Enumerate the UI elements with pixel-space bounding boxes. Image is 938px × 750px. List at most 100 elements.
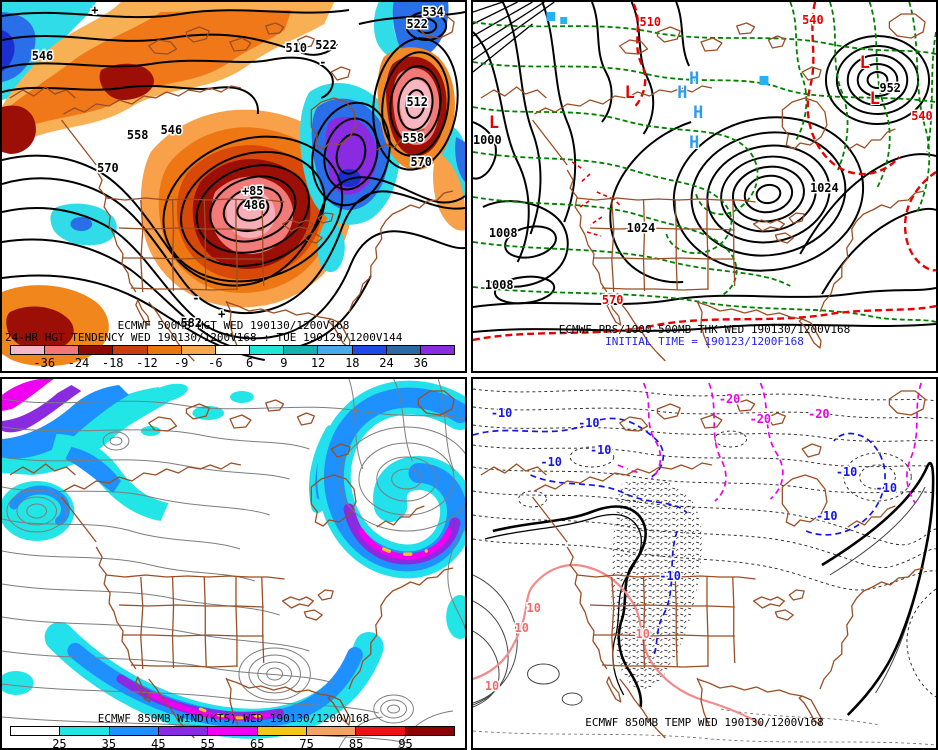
high-symbol: H <box>689 68 699 88</box>
contour-label: 1000 <box>473 133 502 147</box>
tendency-colorbar: -36 -24 -18 -12 -9 -6 6 9 12 18 24 36 <box>10 345 455 370</box>
contour-label: 558 <box>403 131 424 145</box>
panel-title: ECMWF 500MB HGT WED 190130/1200V168 <box>117 319 350 332</box>
contour-label: -10 <box>590 443 611 457</box>
contour-label: 10 <box>485 679 499 693</box>
colorbar-segment <box>208 727 258 735</box>
panel-title: ECMWF 850MB WIND(KTS) WED 190130/1200V16… <box>97 712 370 725</box>
contour-label: 952 <box>879 81 900 95</box>
contour-label: -10 <box>659 569 680 583</box>
contour-label: 546 <box>161 123 182 137</box>
colorbar-tick-label: 95 <box>398 737 413 750</box>
panel-mslp-thickness: 1008 1008 1000 1024 1024 952 510 540 540… <box>471 0 938 373</box>
colorbar-segment <box>60 727 110 735</box>
panel-title: ECMWF 850MB TEMP WED 190130/1200V168 <box>585 716 824 729</box>
high-symbol: H <box>689 132 699 152</box>
colorbar-tick-label: -18 <box>101 356 124 370</box>
terrain-noise-region <box>611 479 702 689</box>
map-850-wind <box>2 379 465 748</box>
pacific-solid-contours <box>473 486 926 708</box>
contour-label: -10 <box>836 465 857 479</box>
contour-label: -10 <box>876 481 897 495</box>
colorbar-segment <box>215 346 251 354</box>
colorbar-segment <box>356 727 406 735</box>
panel-500hgt-tendency: 534 522 510 546 558 546 570 522 512 558 … <box>0 0 467 373</box>
wind-speed-shading <box>2 379 465 739</box>
colorbar-tick-label: 36 <box>413 356 428 370</box>
contour-label: 1024 <box>810 181 839 195</box>
map-850-temp: -10 -10 -10 -10 -10 -10 -10 -10 -20 -20 … <box>473 382 936 746</box>
contour-label: +85 <box>242 184 263 198</box>
high-symbol: H <box>693 102 703 122</box>
colorbar-tick-label: 75 <box>299 737 314 750</box>
zero-line <box>492 461 935 716</box>
contour-label: 486 <box>244 198 265 212</box>
high-symbol: H <box>677 82 687 102</box>
contour-label: 1008 <box>485 278 514 292</box>
isotach-contours <box>2 379 465 748</box>
colorbar-segment <box>158 727 209 735</box>
colorbar-segment <box>109 727 159 735</box>
pressure-contours <box>473 2 936 333</box>
colorbar-tick-label: 85 <box>348 737 364 750</box>
contour-label: 534 <box>422 5 443 19</box>
colorbar-segment <box>79 346 114 354</box>
colorbar-segment <box>113 346 148 354</box>
contour-label: 522 <box>315 38 336 52</box>
contour-label: 522 <box>407 17 428 31</box>
contour-label: 570 <box>410 155 431 169</box>
contour-label: -20 <box>750 412 771 426</box>
colorbar-segment <box>147 346 182 354</box>
colorbar-segment <box>405 727 454 735</box>
contour-label: 582 <box>180 316 201 330</box>
geography-outline <box>480 390 926 739</box>
contour-label: 558 <box>127 128 148 142</box>
colorbar-tick-label: -12 <box>136 356 158 370</box>
colorbar-segment <box>11 727 61 735</box>
panel-850-temp: -10 -10 -10 -10 -10 -10 -10 -10 -20 -20 … <box>471 377 938 750</box>
contour-label: -20 <box>719 392 740 406</box>
plus10-line <box>473 563 764 726</box>
low-symbol: L <box>489 112 499 132</box>
temp-labels: -10 -10 -10 -10 -10 -10 -10 -10 -20 -20 … <box>483 390 898 694</box>
contour-label: -10 <box>491 406 512 420</box>
colorbar-segment <box>11 346 46 354</box>
colorbar-segment <box>306 727 357 735</box>
colorbar-tick-label: 9 <box>280 356 288 370</box>
contour-label: 540 <box>802 13 823 27</box>
colorbar-tick-label: 25 <box>52 737 67 750</box>
colorbar-tick-label: 55 <box>200 737 215 750</box>
minus10-lines <box>473 417 886 658</box>
height-labels: 534 522 510 546 558 546 570 522 512 558 … <box>30 2 445 332</box>
low-symbol: L <box>870 88 880 108</box>
contour-label: 1008 <box>489 226 518 240</box>
colorbar-tick-label: -36 <box>33 356 56 370</box>
pressure-labels: 1008 1008 1000 1024 1024 952 510 540 540… <box>473 11 934 308</box>
colorbar-segment <box>386 346 421 354</box>
low-symbol: L <box>860 52 870 72</box>
colorbar-segment <box>250 346 285 354</box>
panel-850-wind: ECMWF 850MB WIND(KTS) WED 190130/1200V16… <box>0 377 467 750</box>
colorbar-tick-label: 6 <box>245 356 254 370</box>
temp-contours-dashed <box>473 388 936 746</box>
contour-label: -20 <box>808 407 829 421</box>
contour-label: 1024 <box>627 221 656 235</box>
colorbar-tick-label: 18 <box>345 356 360 370</box>
map-500hgt-tendency: 534 522 510 546 558 546 570 522 512 558 … <box>2 2 465 367</box>
contour-label: 510 <box>286 41 307 55</box>
contour-label: 510 <box>640 15 661 29</box>
contour-label: 10 <box>515 621 529 635</box>
station-marks <box>546 12 769 85</box>
contour-label: 570 <box>97 161 118 175</box>
sign-mark: + <box>91 3 98 17</box>
map-mslp-thickness: 1008 1008 1000 1024 1024 952 510 540 540… <box>473 2 936 362</box>
low-symbol: L <box>625 82 635 102</box>
contour-label: 512 <box>407 95 428 109</box>
colorbar-tick-label: -9 <box>173 356 189 370</box>
sign-mark: - <box>192 291 199 305</box>
colorbar-tick-label: 24 <box>379 356 394 370</box>
colorbar-tick-label: -24 <box>67 356 90 370</box>
panel-subtitle: 24-HR HGT TENDENCY WED 190130/1200V168 :… <box>5 331 403 344</box>
colorbar-segment <box>284 346 319 354</box>
